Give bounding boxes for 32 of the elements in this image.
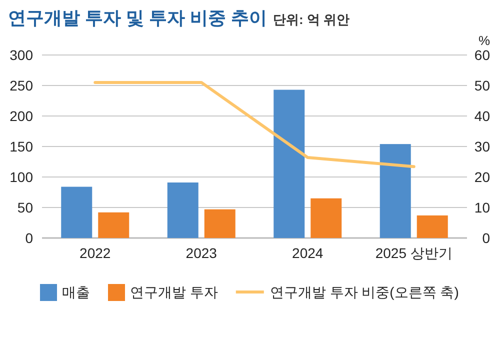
y2-tick-label: 10 — [474, 200, 490, 216]
y2-tick-label: 0 — [482, 230, 490, 246]
y2-axis-title: % — [478, 33, 490, 48]
bar — [204, 209, 236, 238]
bar — [310, 198, 342, 238]
bar — [167, 182, 198, 238]
y-tick-label: 300 — [10, 47, 34, 63]
y-tick-label: 200 — [10, 108, 34, 124]
chart-subtitle: 단위: 억 위안 — [273, 12, 350, 27]
bar — [380, 144, 411, 238]
y2-tick-label: 20 — [474, 169, 490, 185]
legend-label: 연구개발 투자 — [130, 284, 218, 300]
legend-label: 매출 — [62, 284, 90, 300]
y-tick-label: 0 — [25, 230, 34, 246]
y2-tick-label: 60 — [474, 47, 490, 63]
y2-tick-label: 50 — [474, 78, 490, 94]
y-tick-label: 100 — [10, 169, 34, 185]
bar — [416, 215, 448, 238]
y2-tick-label: 30 — [474, 138, 490, 154]
chart-title: 연구개발 투자 및 투자 비중 추이 — [8, 8, 268, 28]
bar — [61, 186, 92, 238]
y2-tick-label: 40 — [474, 108, 490, 124]
y-tick-label: 150 — [10, 138, 34, 154]
x-tick-label: 2025 상반기 — [375, 245, 452, 261]
legend-label: 연구개발 투자 비중(오른쪽 축) — [270, 284, 459, 300]
y-tick-label: 50 — [17, 200, 34, 216]
bar — [274, 90, 305, 238]
x-tick-label: 2024 — [292, 245, 324, 261]
bar — [98, 212, 130, 238]
x-tick-label: 2022 — [80, 245, 111, 261]
x-tick-label: 2023 — [186, 245, 218, 261]
y-tick-label: 250 — [10, 78, 34, 94]
